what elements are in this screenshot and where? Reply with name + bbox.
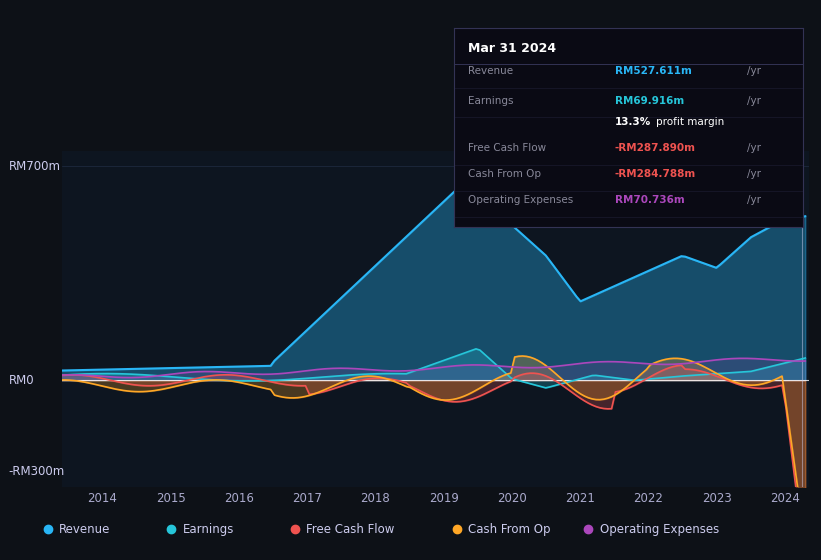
Text: /yr: /yr <box>747 66 761 76</box>
Text: Operating Expenses: Operating Expenses <box>468 195 573 205</box>
Text: /yr: /yr <box>747 143 761 153</box>
Text: Cash From Op: Cash From Op <box>469 522 551 536</box>
Text: RM527.611m: RM527.611m <box>615 66 691 76</box>
Text: -RM284.788m: -RM284.788m <box>615 169 695 179</box>
Text: RM69.916m: RM69.916m <box>615 96 684 106</box>
Text: Cash From Op: Cash From Op <box>468 169 541 179</box>
Text: Mar 31 2024: Mar 31 2024 <box>468 42 556 55</box>
Text: /yr: /yr <box>747 96 761 106</box>
Text: -RM300m: -RM300m <box>9 465 65 478</box>
Text: RM0: RM0 <box>9 374 34 387</box>
Text: /yr: /yr <box>747 169 761 179</box>
Text: RM700m: RM700m <box>9 160 61 173</box>
Text: Free Cash Flow: Free Cash Flow <box>468 143 546 153</box>
Text: Revenue: Revenue <box>59 522 111 536</box>
Text: /yr: /yr <box>747 195 761 205</box>
Text: Free Cash Flow: Free Cash Flow <box>306 522 395 536</box>
Text: Earnings: Earnings <box>183 522 234 536</box>
Text: profit margin: profit margin <box>657 118 725 128</box>
Text: 13.3%: 13.3% <box>615 118 651 128</box>
Text: Operating Expenses: Operating Expenses <box>599 522 719 536</box>
Text: -RM287.890m: -RM287.890m <box>615 143 695 153</box>
Text: RM70.736m: RM70.736m <box>615 195 684 205</box>
Text: Revenue: Revenue <box>468 66 513 76</box>
Text: Earnings: Earnings <box>468 96 513 106</box>
